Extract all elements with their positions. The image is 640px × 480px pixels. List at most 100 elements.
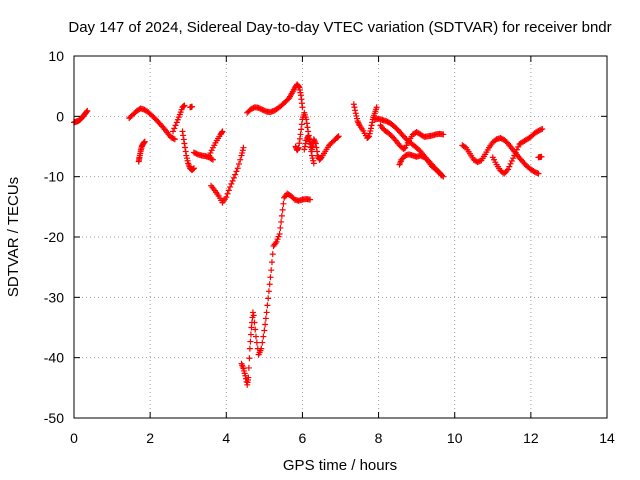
plus-marker	[352, 107, 359, 114]
x-tick-label: 12	[523, 430, 539, 446]
plus-marker	[278, 212, 285, 219]
plus-marker	[539, 126, 546, 133]
plus-marker	[373, 104, 380, 111]
plus-marker	[353, 115, 360, 122]
plus-marker	[183, 152, 190, 159]
plus-marker	[513, 146, 520, 153]
x-tick-label: 4	[222, 430, 230, 446]
plus-marker	[538, 126, 545, 133]
chart-title: Day 147 of 2024, Sidereal Day-to-day VTE…	[68, 19, 611, 36]
plus-marker	[181, 140, 188, 147]
plus-marker	[368, 122, 375, 129]
plus-marker	[506, 163, 513, 170]
plus-marker	[262, 315, 269, 322]
plus-marker	[510, 155, 517, 162]
plus-marker	[312, 140, 319, 147]
plus-marker	[268, 259, 275, 266]
plus-marker	[245, 364, 252, 371]
plus-marker	[304, 124, 311, 131]
plus-marker	[538, 153, 545, 160]
plus-marker	[301, 143, 308, 150]
plus-marker	[141, 138, 148, 145]
plus-marker	[369, 119, 376, 126]
plus-marker	[170, 135, 177, 142]
x-tick-label: 10	[447, 430, 463, 446]
plus-marker	[224, 190, 231, 197]
y-tick-label: -10	[44, 169, 64, 185]
plus-marker	[84, 107, 91, 114]
plus-marker	[366, 133, 373, 140]
plus-marker	[190, 165, 197, 172]
plus-marker	[314, 148, 321, 155]
plus-marker	[180, 103, 187, 110]
plus-marker	[189, 166, 196, 173]
plus-marker	[309, 143, 316, 150]
plus-marker	[274, 236, 281, 243]
plus-marker	[273, 238, 280, 245]
plus-marker	[308, 146, 315, 153]
plus-marker	[247, 331, 254, 338]
x-axis-label: GPS time / hours	[283, 457, 397, 474]
plus-marker	[252, 326, 259, 333]
plus-marker	[367, 125, 374, 132]
plus-marker	[335, 133, 342, 140]
plus-marker	[223, 194, 230, 201]
plus-marker	[172, 122, 179, 129]
plus-marker	[218, 129, 225, 136]
plus-marker	[250, 312, 257, 319]
plus-marker	[179, 128, 186, 135]
plus-marker	[206, 152, 213, 159]
plus-marker	[278, 218, 285, 225]
plus-marker	[266, 281, 273, 288]
plus-marker	[245, 374, 252, 381]
plus-marker	[534, 170, 541, 177]
plus-marker	[302, 140, 309, 147]
plus-marker	[258, 345, 265, 352]
plus-marker	[351, 104, 358, 111]
plus-marker	[440, 131, 447, 138]
plus-marker	[309, 155, 316, 162]
plus-marker	[252, 333, 259, 340]
plus-marker	[350, 101, 357, 108]
plus-marker	[208, 155, 215, 162]
plus-marker	[183, 155, 190, 162]
plus-marker	[233, 168, 240, 175]
plus-marker	[313, 144, 320, 151]
x-tick-label: 8	[375, 430, 383, 446]
plus-marker	[511, 152, 518, 159]
x-tick-label: 6	[299, 430, 307, 446]
plus-marker	[307, 138, 314, 145]
plus-marker	[307, 196, 314, 203]
plus-marker	[235, 160, 242, 167]
plus-marker	[269, 251, 276, 258]
plus-marker	[180, 136, 187, 143]
plus-marker	[261, 327, 268, 334]
plus-marker	[180, 103, 187, 110]
plus-marker	[310, 157, 317, 164]
plus-marker	[260, 333, 267, 340]
plus-marker	[298, 126, 305, 133]
plus-marker	[295, 83, 302, 90]
y-tick-label: -20	[44, 229, 64, 245]
plus-marker	[207, 149, 214, 156]
plus-marker	[169, 128, 176, 135]
plus-marker	[299, 104, 306, 111]
plus-marker	[180, 132, 187, 139]
plus-marker	[181, 102, 188, 109]
y-tick-labels: 10 0 -10 -20 -30 -40 -50	[44, 48, 64, 426]
data-points	[71, 81, 546, 388]
plus-marker	[265, 295, 272, 302]
plus-marker	[437, 171, 444, 178]
plus-marker	[259, 339, 266, 346]
plus-marker	[249, 309, 256, 316]
plus-marker	[301, 146, 308, 153]
plus-marker	[246, 355, 253, 362]
plus-marker	[535, 170, 542, 177]
plus-marker	[263, 309, 270, 316]
plus-marker	[253, 339, 260, 346]
plus-marker	[174, 116, 181, 123]
plus-marker	[365, 133, 372, 140]
plus-marker	[308, 152, 315, 159]
plus-marker	[280, 200, 287, 207]
plus-marker	[308, 143, 315, 150]
